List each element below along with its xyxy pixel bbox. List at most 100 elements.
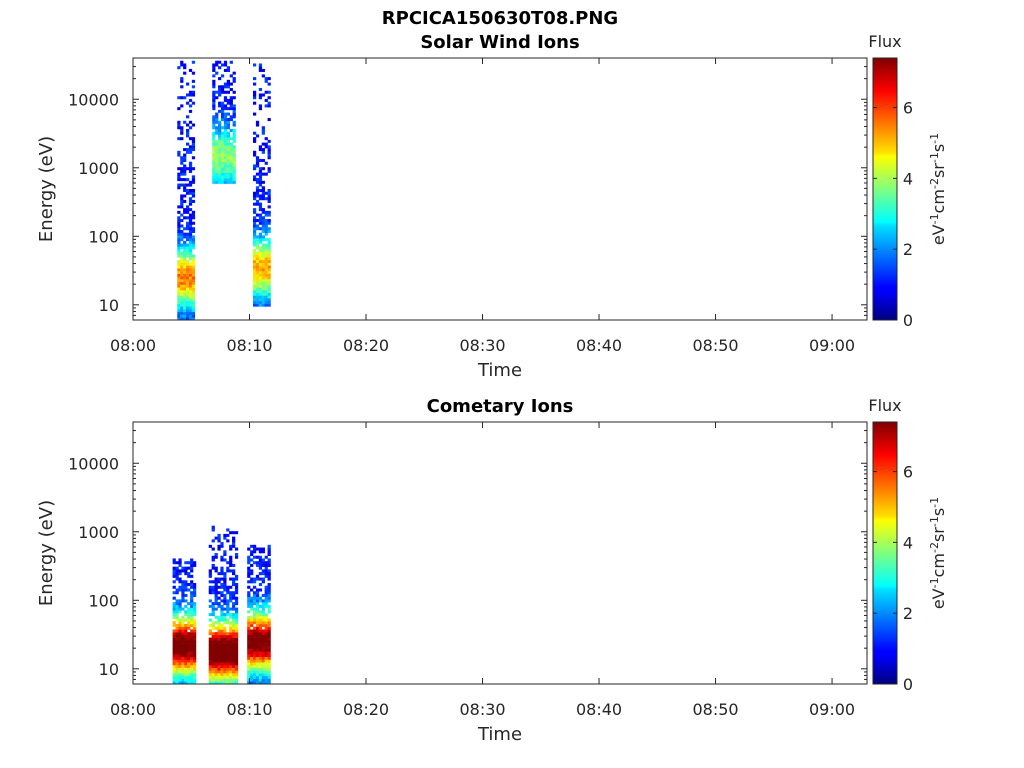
heatmap-cell xyxy=(258,148,263,152)
heatmap-cell xyxy=(234,675,239,679)
heatmap-cell xyxy=(175,566,179,570)
heatmap-cell xyxy=(193,643,197,647)
heatmap-cell xyxy=(247,547,251,551)
heatmap-cell xyxy=(229,167,233,171)
heatmap-cell xyxy=(223,651,227,655)
heatmap-cell xyxy=(223,645,227,649)
heatmap-cell xyxy=(255,561,260,565)
heatmap-cell xyxy=(255,681,260,685)
heatmap-cell xyxy=(232,145,236,149)
heatmap-cell xyxy=(193,667,197,671)
heatmap-cell xyxy=(215,128,219,132)
heatmap-cell xyxy=(264,259,268,263)
heatmap-cell xyxy=(180,199,184,203)
heatmap-cell xyxy=(267,96,271,100)
heatmap-cell xyxy=(214,583,218,587)
heatmap-cell xyxy=(212,145,216,149)
heatmap-cell xyxy=(258,246,263,250)
heatmap-cell xyxy=(220,107,225,111)
heatmap-cell xyxy=(211,585,215,589)
heatmap-cell xyxy=(247,585,251,589)
heatmap-cell xyxy=(188,300,193,304)
heatmap-cell xyxy=(258,681,263,685)
heatmap-cell xyxy=(255,656,260,660)
heatmap-cell xyxy=(261,189,265,193)
heatmap-cell xyxy=(258,303,263,307)
heatmap-cell xyxy=(214,599,218,603)
heatmap-cell xyxy=(250,681,254,685)
heatmap-cell xyxy=(193,623,197,627)
heatmap-cell xyxy=(214,585,218,589)
heatmap-cell xyxy=(212,158,216,163)
heatmap-cell xyxy=(232,156,236,160)
heatmap-cell xyxy=(261,643,265,647)
heatmap-cell xyxy=(191,101,196,105)
heatmap-cell xyxy=(217,667,221,671)
heatmap-cell xyxy=(214,632,218,636)
heatmap-cell xyxy=(255,284,260,288)
heatmap-cell xyxy=(253,262,257,266)
heatmap-cell xyxy=(190,670,194,674)
heatmap-cell xyxy=(261,303,265,307)
heatmap-cell xyxy=(183,120,187,124)
heatmap-cell xyxy=(226,640,230,644)
heatmap-cell xyxy=(226,169,230,173)
heatmap-cell xyxy=(261,653,265,658)
heatmap-cell xyxy=(217,675,221,679)
heatmap-cell xyxy=(264,599,268,603)
heatmap-cell xyxy=(247,670,251,674)
heatmap-cell xyxy=(214,602,218,606)
heatmap-cell xyxy=(226,172,230,176)
y-axis-label: Energy (eV) xyxy=(36,500,57,606)
heatmap-cell xyxy=(247,626,251,630)
heatmap-cell xyxy=(232,618,236,622)
heatmap-cell xyxy=(253,281,257,285)
heatmap-cell xyxy=(226,134,230,138)
heatmap-cell xyxy=(178,673,182,677)
heatmap-cell xyxy=(208,673,212,677)
x-tick-label: 08:20 xyxy=(343,336,389,355)
heatmap-cell xyxy=(264,653,268,658)
heatmap-cell xyxy=(253,210,257,214)
heatmap-cell xyxy=(211,643,215,647)
heatmap-cell xyxy=(187,645,191,649)
heatmap-cell xyxy=(255,202,260,206)
heatmap-cell xyxy=(220,593,224,597)
heatmap-cell xyxy=(247,593,251,597)
heatmap-cell xyxy=(247,637,251,641)
heatmap-cell xyxy=(211,566,215,570)
heatmap-cell xyxy=(188,199,193,203)
heatmap-cell xyxy=(226,569,230,573)
heatmap-cell xyxy=(177,216,181,220)
heatmap-cell xyxy=(267,303,271,307)
heatmap-cell xyxy=(223,134,228,138)
heatmap-cell xyxy=(190,662,194,666)
heatmap-cell xyxy=(255,563,260,567)
heatmap-cell xyxy=(267,626,271,630)
heatmap-cell xyxy=(226,637,230,641)
heatmap-cell xyxy=(261,673,265,677)
heatmap-cell xyxy=(223,115,228,119)
heatmap-cell xyxy=(223,158,228,163)
heatmap-cell xyxy=(229,544,233,548)
heatmap-cell xyxy=(264,648,268,652)
heatmap-cell xyxy=(250,544,254,548)
heatmap-cell xyxy=(191,199,196,203)
heatmap-cell xyxy=(223,60,228,64)
colorbar-unit: eV-1cm-2sr-1s-1 xyxy=(928,133,948,245)
heatmap-cell xyxy=(229,74,233,78)
heatmap-cell xyxy=(178,678,182,682)
heatmap-cell xyxy=(193,621,197,625)
heatmap-cell xyxy=(258,656,263,660)
heatmap-cell xyxy=(234,648,239,652)
heatmap-cell xyxy=(208,662,212,666)
heatmap-cell xyxy=(264,662,268,666)
heatmap-cell xyxy=(218,88,222,92)
heatmap-cell xyxy=(223,621,227,625)
heatmap-cell xyxy=(184,623,188,627)
heatmap-cell xyxy=(255,667,260,671)
heatmap-cell xyxy=(220,591,224,595)
heatmap-cell xyxy=(172,659,176,663)
